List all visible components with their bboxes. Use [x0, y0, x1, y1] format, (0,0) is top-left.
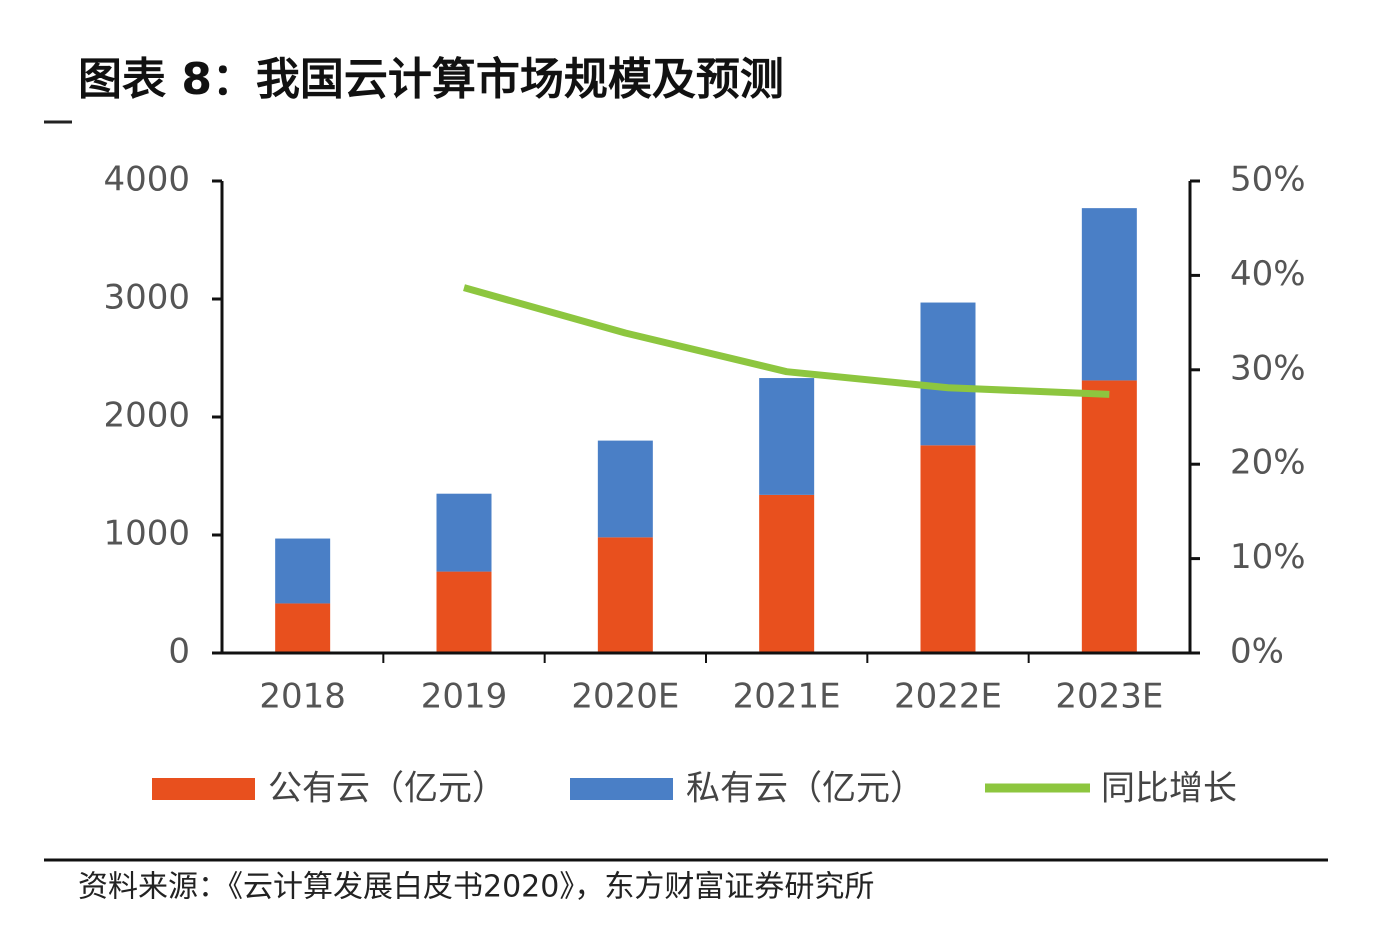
- x-tick-label: 2019: [421, 677, 508, 717]
- y2-tick-label: 50%: [1230, 160, 1306, 200]
- x-tick-label: 2022E: [894, 677, 1002, 717]
- source-note: 资料来源：《云计算发展白皮书2020》，东方财富证券研究所: [78, 870, 874, 905]
- bar: [1081, 380, 1137, 653]
- growth-line: [463, 284, 1110, 398]
- bar: [920, 302, 976, 446]
- legend-label: 私有云（亿元）: [686, 769, 924, 809]
- y2-tick-label: 30%: [1230, 348, 1306, 388]
- y-tick-label: 3000: [103, 278, 190, 318]
- chart-title: 图表 8：我国云计算市场规模及预测: [78, 54, 784, 105]
- bar: [759, 378, 815, 495]
- bar: [597, 537, 653, 653]
- bar: [436, 493, 492, 572]
- y-tick-label: 2000: [103, 396, 190, 436]
- bar: [597, 440, 653, 538]
- y-tick-label: 0: [168, 632, 190, 672]
- y2-tick-label: 0%: [1230, 632, 1284, 672]
- bar: [275, 603, 331, 653]
- legend-swatch: [152, 778, 255, 800]
- legend-label: 公有云（亿元）: [268, 769, 506, 809]
- x-tick-label: 2018: [259, 677, 346, 717]
- y2-tick-label: 20%: [1230, 443, 1306, 483]
- legend-swatch: [570, 778, 673, 800]
- bar: [275, 538, 331, 604]
- y-tick-label: 4000: [103, 160, 190, 200]
- x-tick-label: 2020E: [571, 677, 679, 717]
- x-tick-label: 2023E: [1055, 677, 1163, 717]
- y2-tick-label: 10%: [1230, 537, 1306, 577]
- bar: [920, 445, 976, 653]
- bar: [436, 571, 492, 653]
- x-tick-label: 2021E: [733, 677, 841, 717]
- y-tick-label: 1000: [103, 514, 190, 554]
- legend-label: 同比增长: [1101, 769, 1237, 809]
- bar: [759, 494, 815, 653]
- y2-tick-label: 40%: [1230, 254, 1306, 294]
- bar: [1081, 208, 1137, 381]
